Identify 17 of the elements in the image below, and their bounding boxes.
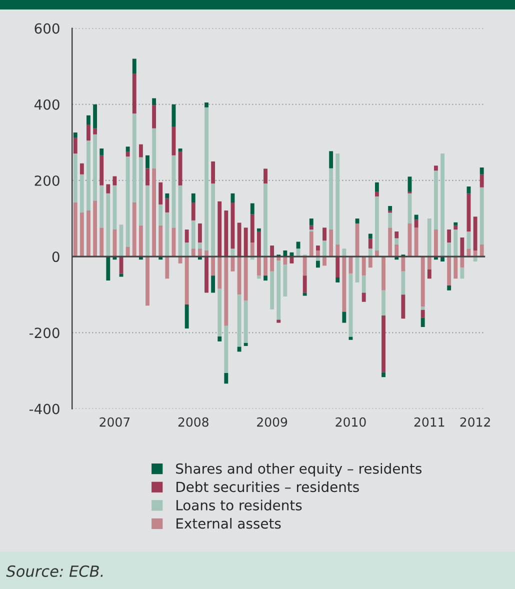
legend-label: External assets — [176, 518, 281, 529]
y-tick-label: 600 — [34, 23, 60, 34]
y-tick-label: 0 — [52, 252, 60, 262]
legend-label: Shares and other equity – residents — [176, 463, 422, 477]
x-tick-label: 2007 — [100, 417, 130, 427]
legend-label: Debt securities – residents — [176, 481, 359, 492]
legend-label: Loans to residents — [176, 500, 302, 510]
x-tick-label: 2010 — [336, 417, 366, 427]
y-tick-label: -400 — [29, 404, 60, 414]
x-tick-label: 2011 — [414, 417, 444, 427]
x-tick-label: 2008 — [178, 417, 208, 427]
source-note: Source: ECB. — [6, 565, 103, 577]
x-tick-label: 2012 — [460, 417, 490, 427]
y-tick-label: 200 — [34, 175, 60, 186]
x-tick-label: 2009 — [257, 417, 288, 427]
y-tick-label: -200 — [29, 328, 60, 338]
y-tick-label: 400 — [34, 99, 60, 110]
